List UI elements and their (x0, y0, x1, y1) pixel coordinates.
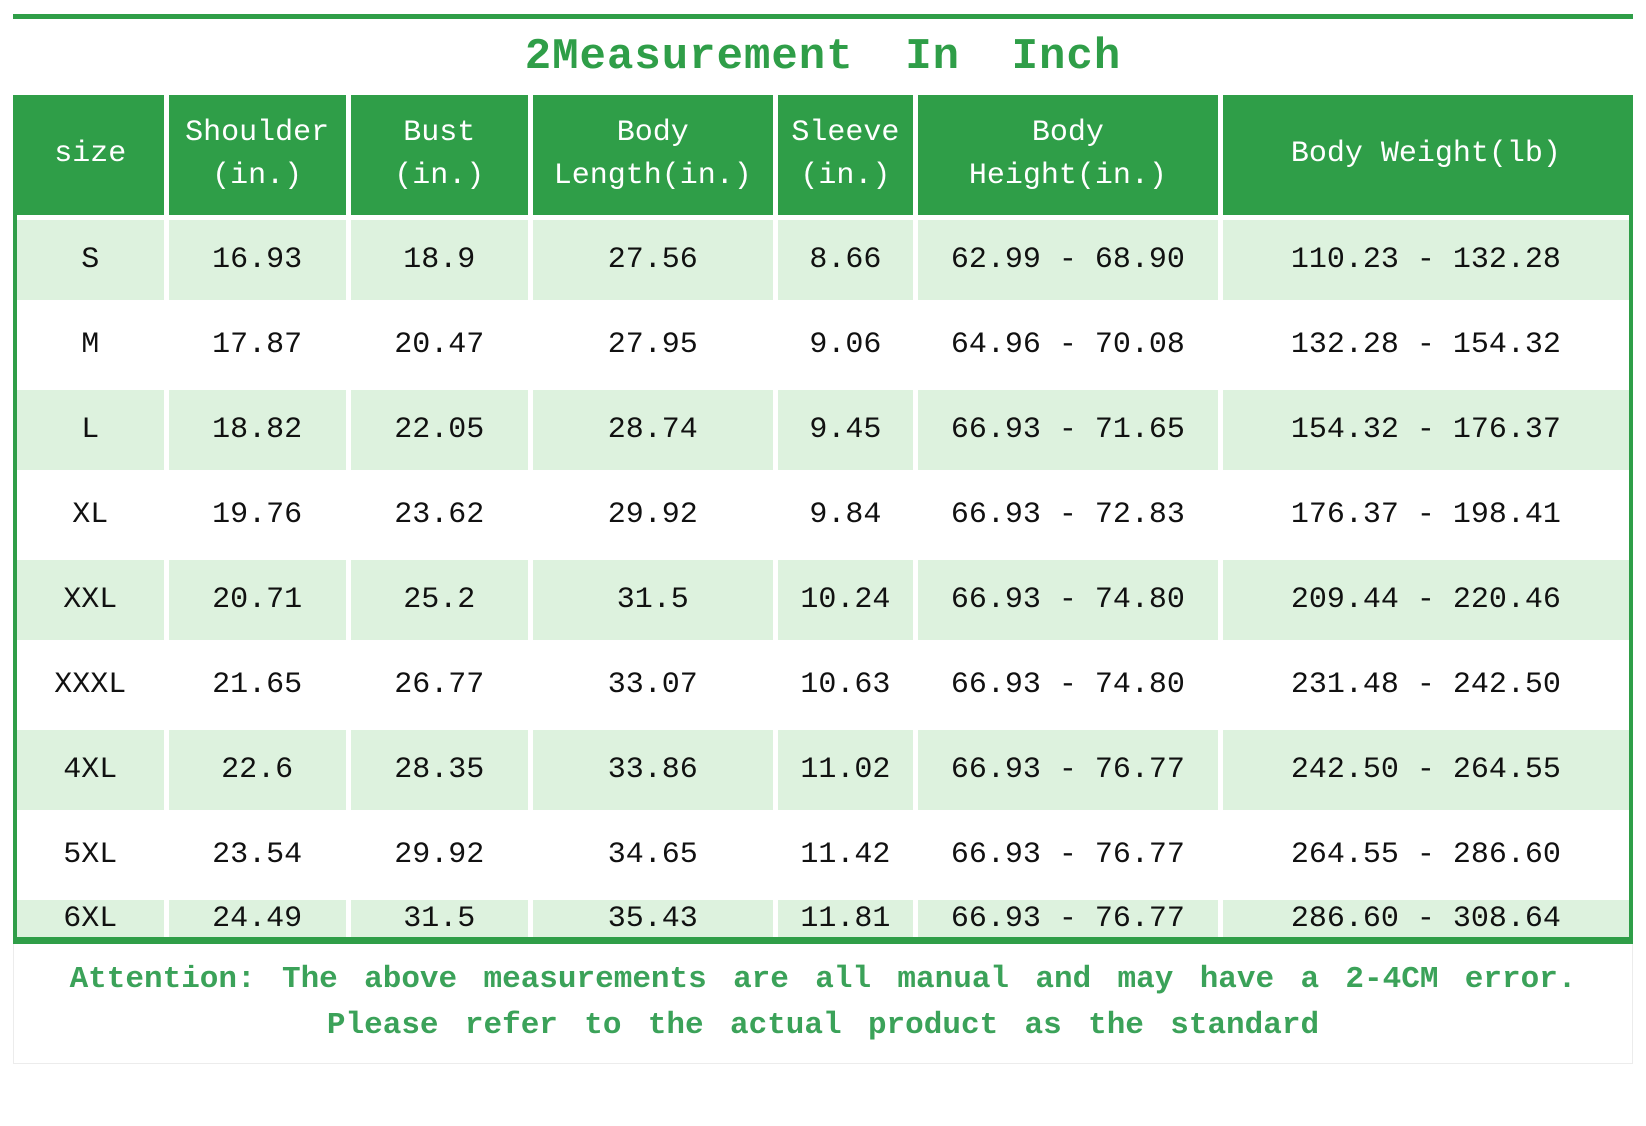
value-cell-shoulder: 16.93 (168, 215, 351, 300)
value-cell-body-length: 33.07 (532, 640, 778, 725)
value-cell-sleeve: 10.63 (777, 640, 919, 725)
value-cell-shoulder: 17.87 (168, 300, 351, 385)
value-cell-bust: 31.5 (350, 895, 533, 937)
size-cell: 6XL (17, 895, 169, 937)
value-cell-body-height: 66.93 - 76.77 (918, 895, 1223, 937)
value-cell-bust: 22.05 (350, 385, 533, 470)
column-header-sleeve: Sleeve (in.) (777, 95, 919, 215)
size-cell: XXL (17, 555, 169, 640)
value-cell-body-height: 66.93 - 74.80 (918, 555, 1223, 640)
value-cell-body-length: 27.56 (532, 215, 778, 300)
value-cell-body-length: 29.92 (532, 470, 778, 555)
value-cell-shoulder: 18.82 (168, 385, 351, 470)
size-cell: 5XL (17, 810, 169, 895)
table-row-l: L 18.82 22.05 28.74 9.45 66.93 - 71.65 154.32 … (17, 385, 1629, 470)
value-cell-sleeve: 9.06 (777, 300, 919, 385)
value-cell-sleeve: 11.81 (777, 895, 919, 937)
value-cell-body-weight: 209.44 - 220.46 (1222, 555, 1629, 640)
size-cell: 4XL (17, 725, 169, 810)
table-row-5xl: 5XL 23.54 29.92 34.65 11.42 66.93 - 76.77 264.… (17, 810, 1629, 895)
attention-note: Attention: The above measurements are al… (13, 944, 1633, 1064)
value-cell-sleeve: 11.02 (777, 725, 919, 810)
value-cell-shoulder: 23.54 (168, 810, 351, 895)
table-row-4xl: 4XL 22.6 28.35 33.86 11.02 66.93 - 76.77 242.5… (17, 725, 1629, 810)
value-cell-body-height: 66.93 - 71.65 (918, 385, 1223, 470)
column-header-size: size (17, 95, 169, 215)
value-cell-body-length: 33.86 (532, 725, 778, 810)
value-cell-sleeve: 8.66 (777, 215, 919, 300)
column-header-bust: Bust (in.) (350, 95, 533, 215)
value-cell-sleeve: 9.45 (777, 385, 919, 470)
size-cell: M (17, 300, 169, 385)
value-cell-shoulder: 24.49 (168, 895, 351, 937)
size-cell: XL (17, 470, 169, 555)
value-cell-body-height: 62.99 - 68.90 (918, 215, 1223, 300)
value-cell-shoulder: 21.65 (168, 640, 351, 725)
size-cell: S (17, 215, 169, 300)
column-header-body-length: Body Length(in.) (532, 95, 778, 215)
value-cell-body-weight: 176.37 - 198.41 (1222, 470, 1629, 555)
value-cell-sleeve: 10.24 (777, 555, 919, 640)
attention-line-2: Please refer to the actual product as th… (326, 1008, 1320, 1043)
value-cell-body-weight: 110.23 - 132.28 (1222, 215, 1629, 300)
table-row-s: S 16.93 18.9 27.56 8.66 62.99 - 68.90 110.23 -… (17, 215, 1629, 300)
value-cell-sleeve: 11.42 (777, 810, 919, 895)
value-cell-body-length: 28.74 (532, 385, 778, 470)
value-cell-body-weight: 264.55 - 286.60 (1222, 810, 1629, 895)
attention-line-1: Attention: The above measurements are al… (69, 962, 1577, 997)
table-row-m: M 17.87 20.47 27.95 9.06 64.96 - 70.08 132.28 … (17, 300, 1629, 385)
value-cell-shoulder: 22.6 (168, 725, 351, 810)
table-body: S 16.93 18.9 27.56 8.66 62.99 - 68.90 110.23 -… (17, 215, 1629, 937)
size-chart-table: size Shoulder (in.) Bust (in.) Body Length(in.… (13, 95, 1633, 944)
value-cell-bust: 18.9 (350, 215, 533, 300)
value-cell-bust: 28.35 (350, 725, 533, 810)
table-row-xxl: XXL 20.71 25.2 31.5 10.24 66.93 - 74.80 209.44… (17, 555, 1629, 640)
size-chart-page: 2Measurement In Inch size Shoulder (in.) Bu… (13, 14, 1633, 1064)
value-cell-sleeve: 9.84 (777, 470, 919, 555)
column-header-shoulder: Shoulder (in.) (168, 95, 351, 215)
table-row-xl: XL 19.76 23.62 29.92 9.84 66.93 - 72.83 176.37… (17, 470, 1629, 555)
value-cell-body-height: 66.93 - 76.77 (918, 810, 1223, 895)
column-header-body-weight: Body Weight(lb) (1222, 95, 1629, 215)
title-area: 2Measurement In Inch (13, 19, 1633, 95)
table-header: size Shoulder (in.) Bust (in.) Body Length(in.… (17, 95, 1629, 215)
value-cell-body-weight: 242.50 - 264.55 (1222, 725, 1629, 810)
value-cell-body-weight: 154.32 - 176.37 (1222, 385, 1629, 470)
value-cell-body-length: 35.43 (532, 895, 778, 937)
value-cell-bust: 26.77 (350, 640, 533, 725)
value-cell-body-length: 34.65 (532, 810, 778, 895)
value-cell-body-length: 31.5 (532, 555, 778, 640)
value-cell-shoulder: 20.71 (168, 555, 351, 640)
value-cell-shoulder: 19.76 (168, 470, 351, 555)
value-cell-body-weight: 286.60 - 308.64 (1222, 895, 1629, 937)
value-cell-body-height: 64.96 - 70.08 (918, 300, 1223, 385)
value-cell-bust: 20.47 (350, 300, 533, 385)
column-header-body-height: Body Height(in.) (918, 95, 1223, 215)
value-cell-body-height: 66.93 - 76.77 (918, 725, 1223, 810)
value-cell-bust: 25.2 (350, 555, 533, 640)
value-cell-bust: 29.92 (350, 810, 533, 895)
value-cell-bust: 23.62 (350, 470, 533, 555)
value-cell-body-length: 27.95 (532, 300, 778, 385)
table-row-xxxl: XXXL 21.65 26.77 33.07 10.63 66.93 - 74.80 231… (17, 640, 1629, 725)
value-cell-body-height: 66.93 - 74.80 (918, 640, 1223, 725)
top-divider (13, 14, 1633, 19)
value-cell-body-weight: 132.28 - 154.32 (1222, 300, 1629, 385)
value-cell-body-height: 66.93 - 72.83 (918, 470, 1223, 555)
page-title: 2Measurement In Inch (524, 32, 1122, 82)
size-cell: XXXL (17, 640, 169, 725)
value-cell-body-weight: 231.48 - 242.50 (1222, 640, 1629, 725)
table-row-6xl: 6XL 24.49 31.5 35.43 11.81 66.93 - 76.77 286.6… (17, 895, 1629, 937)
header-row: size Shoulder (in.) Bust (in.) Body Length(in.… (17, 95, 1629, 215)
size-cell: L (17, 385, 169, 470)
